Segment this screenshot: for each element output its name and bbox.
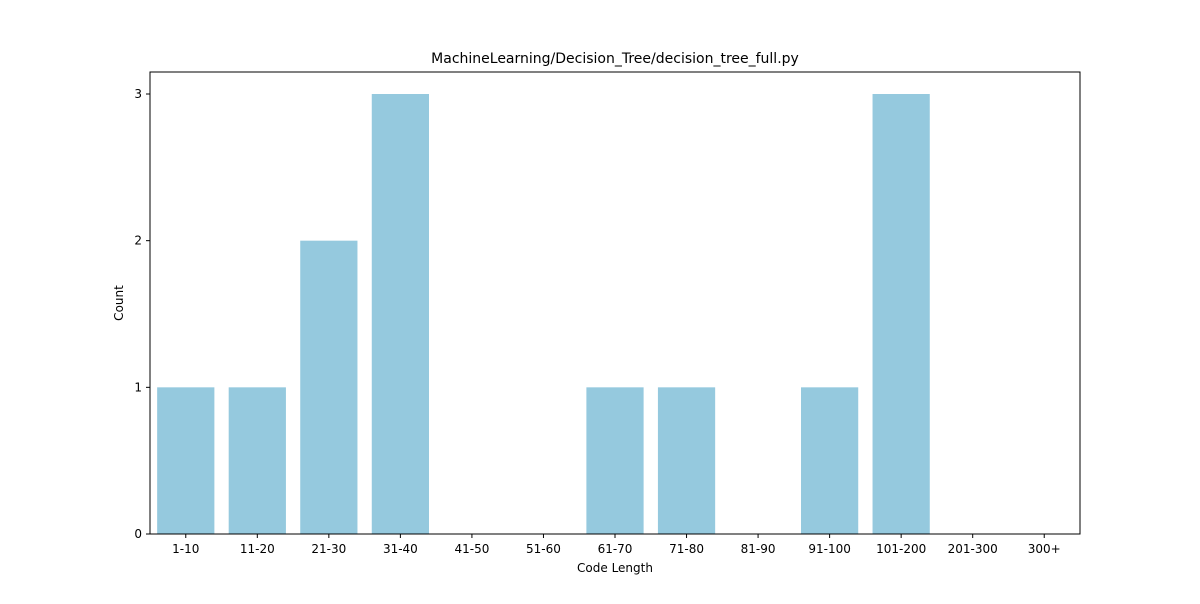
x-axis-label: Code Length [577, 561, 653, 575]
y-tick-label: 2 [134, 234, 142, 248]
bar-71-80 [657, 387, 716, 534]
x-tick-label: 61-70 [598, 542, 633, 556]
x-tick-label: 91-100 [808, 542, 851, 556]
x-tick-label: 300+ [1028, 542, 1061, 556]
x-axis-ticks: 1-10 11-20 21-30 31-40 41-50 51-60 61-70 71-80 8… [172, 534, 1061, 556]
x-tick-label: 41-50 [454, 542, 489, 556]
x-tick-label: 201-300 [948, 542, 998, 556]
x-tick-label: 51-60 [526, 542, 561, 556]
bar-61-70 [586, 387, 644, 534]
bar-11-20 [228, 387, 286, 534]
y-tick-label: 3 [134, 87, 142, 101]
x-tick-label: 1-10 [172, 542, 199, 556]
bar-21-30 [300, 240, 358, 534]
bar-91-100 [801, 387, 859, 534]
x-tick-label: 81-90 [741, 542, 776, 556]
y-tick-label: 1 [134, 380, 142, 394]
y-tick-label: 0 [134, 527, 142, 541]
x-tick-label: 31-40 [383, 542, 418, 556]
bar-1-10 [157, 387, 215, 534]
bar-101-200 [872, 94, 930, 534]
y-axis-label: Count [112, 285, 126, 321]
bar-31-40 [371, 94, 429, 534]
x-tick-label: 101-200 [876, 542, 926, 556]
x-tick-label: 21-30 [311, 542, 346, 556]
x-tick-label: 71-80 [669, 542, 704, 556]
x-tick-label: 11-20 [240, 542, 275, 556]
bars-layer [157, 94, 930, 534]
y-axis-ticks: 0 1 2 3 [134, 87, 150, 541]
chart-title: MachineLearning/Decision_Tree/decision_t… [431, 51, 799, 67]
